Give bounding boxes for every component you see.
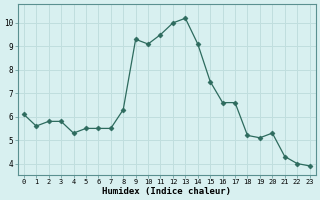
X-axis label: Humidex (Indice chaleur): Humidex (Indice chaleur) xyxy=(102,187,231,196)
